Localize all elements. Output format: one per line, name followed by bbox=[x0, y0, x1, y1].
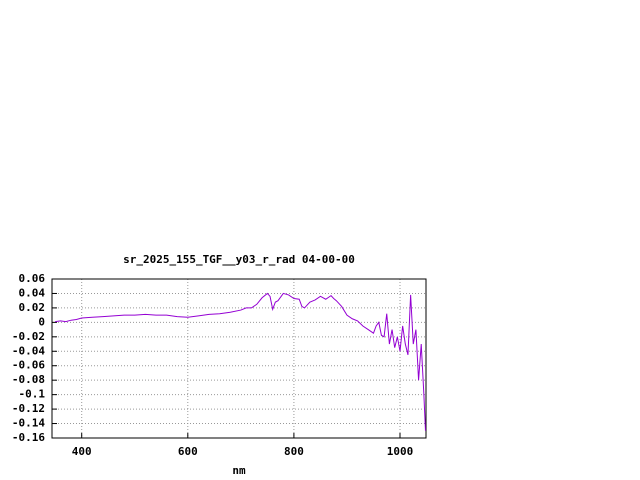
y-tick-label: -0.02 bbox=[12, 330, 45, 343]
data-line bbox=[55, 292, 426, 431]
y-tick-label: -0.12 bbox=[12, 402, 45, 415]
x-tick-label: 800 bbox=[284, 445, 304, 458]
x-axis-label: nm bbox=[232, 464, 246, 477]
x-tick-label: 400 bbox=[72, 445, 92, 458]
y-tick-label: -0.04 bbox=[12, 344, 45, 357]
y-tick-label: 0.02 bbox=[19, 301, 46, 314]
chart-title: sr_2025_155_TGF__y03_r_rad 04-00-00 bbox=[123, 253, 355, 266]
y-tick-label: 0.06 bbox=[19, 272, 46, 285]
y-tick-label: -0.06 bbox=[12, 359, 45, 372]
x-tick-label: 1000 bbox=[387, 445, 414, 458]
y-tick-label: 0.04 bbox=[19, 286, 46, 299]
x-tick-label: 600 bbox=[178, 445, 198, 458]
y-tick-label: -0.14 bbox=[12, 417, 45, 430]
y-tick-label: -0.16 bbox=[12, 431, 45, 444]
y-tick-label: 0 bbox=[38, 315, 45, 328]
y-tick-label: -0.08 bbox=[12, 373, 45, 386]
plot-frame bbox=[51, 278, 427, 439]
y-tick-label: -0.1 bbox=[19, 388, 46, 401]
